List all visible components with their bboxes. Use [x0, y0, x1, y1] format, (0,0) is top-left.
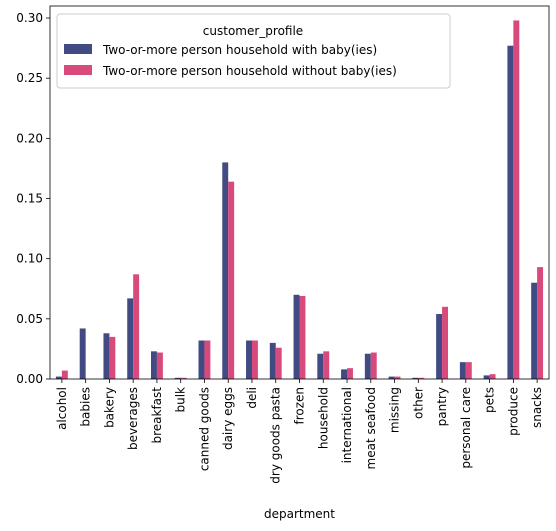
x-tick-label-other: other: [411, 387, 425, 419]
bar-series1-breakfast: [156, 352, 163, 379]
bar-series0-bulk: [174, 377, 181, 379]
bar-series1-snacks: [537, 267, 544, 379]
y-tick-label-2: 0.10: [16, 252, 43, 266]
bar-series0-bakery: [103, 333, 110, 379]
x-tick-label-pets: pets: [483, 387, 497, 413]
legend-swatch-1: [64, 65, 92, 75]
bar-series0-snacks: [531, 282, 538, 379]
legend-entry-0: Two-or-more person household with baby(i…: [102, 43, 377, 57]
y-axis: 0.00 0.05 0.10 0.15 0.20 0.25 0.30: [16, 11, 50, 386]
bar-series1-deli: [251, 340, 258, 379]
bar-series1-personal-care: [465, 362, 472, 379]
y-tick-label-0: 0.00: [16, 372, 43, 386]
bar-series0-babies: [79, 328, 86, 379]
x-tick-label-bulk: bulk: [174, 387, 188, 413]
bar-series0-dry-goods-pasta: [269, 342, 276, 379]
x-axis-label: department: [264, 507, 335, 521]
bar-series1-dry-goods-pasta: [275, 347, 282, 379]
bar-series0-frozen: [293, 294, 300, 379]
x-tick-label-beverages: beverages: [126, 387, 140, 450]
bar-series0-meat-seafood: [364, 353, 371, 379]
bar-series1-international: [347, 368, 353, 379]
bar-series0-beverages: [127, 298, 134, 379]
bar-series1-bulk: [180, 377, 187, 379]
y-tick-label-1: 0.05: [16, 312, 43, 326]
x-tick-label-bakery: bakery: [102, 387, 116, 428]
x-tick-label-international: international: [340, 387, 354, 463]
bar-series0-deli: [246, 340, 252, 379]
bar-series0-dairy-eggs: [222, 162, 229, 379]
bars: [55, 20, 544, 380]
bar-series0-pets: [483, 375, 490, 379]
bar-series1-frozen: [299, 295, 306, 379]
bar-series0-breakfast: [150, 351, 157, 379]
bar-series1-pantry: [442, 306, 449, 379]
x-tick-label-deli: deli: [245, 387, 259, 409]
y-tick-label-5: 0.25: [16, 71, 43, 85]
x-tick-label-frozen: frozen: [293, 387, 307, 425]
y-tick-label-4: 0.20: [16, 131, 43, 145]
x-tick-label-alcohol: alcohol: [55, 387, 69, 430]
x-tick-label-breakfast: breakfast: [150, 387, 164, 444]
bar-series1-canned-goods: [204, 340, 211, 379]
legend-frame: [56, 13, 451, 89]
y-tick-label-3: 0.15: [16, 192, 43, 206]
bar-series0-personal-care: [459, 362, 466, 379]
bar-series1-meat-seafood: [370, 352, 377, 379]
bar-series1-alcohol: [61, 370, 68, 379]
bar-series1-other: [418, 377, 425, 379]
bar-series1-dairy-eggs: [228, 181, 235, 379]
bar-series0-missing: [388, 376, 395, 379]
bar-series1-produce: [513, 20, 520, 379]
plot-area: [49, 5, 550, 380]
y-tick-label-6: 0.30: [16, 11, 43, 25]
legend-entry-1: Two-or-more person household without bab…: [102, 64, 397, 78]
x-tick-label-snacks: snacks: [530, 387, 544, 428]
bar-series0-pantry: [436, 314, 443, 379]
x-tick-label-dry-goods-pasta: dry goods pasta: [269, 387, 283, 484]
x-tick-label-missing: missing: [388, 387, 402, 433]
x-tick-label-produce: produce: [506, 387, 520, 436]
x-tick-label-dairy-eggs: dairy eggs: [221, 387, 235, 450]
x-tick-label-household: household: [316, 387, 330, 449]
bar-series0-international: [341, 369, 348, 379]
x-axis: alcohol babies bakery beverages breakfast bul…: [55, 379, 544, 484]
bar-series0-household: [317, 353, 324, 379]
legend-title: customer_profile: [203, 24, 303, 38]
legend: customer_profile Two-or-more person hous…: [56, 13, 451, 89]
bar-series1-missing: [394, 376, 401, 379]
bar-series0-other: [412, 377, 419, 379]
x-tick-label-babies: babies: [79, 387, 93, 427]
bar-series1-pets: [489, 374, 496, 379]
bar-series0-alcohol: [55, 376, 62, 379]
x-tick-label-personal-care: personal care: [459, 387, 473, 469]
bar-series1-bakery: [109, 336, 116, 379]
x-tick-label-pantry: pantry: [435, 387, 449, 426]
bar-series0-canned-goods: [198, 340, 205, 379]
x-tick-label-canned-goods: canned goods: [197, 387, 211, 471]
bar-series1-household: [323, 351, 330, 379]
bar-series1-beverages: [133, 274, 140, 379]
bar-series0-produce: [507, 45, 514, 380]
x-tick-label-meat-seafood: meat seafood: [364, 387, 378, 469]
legend-swatch-0: [64, 44, 92, 54]
